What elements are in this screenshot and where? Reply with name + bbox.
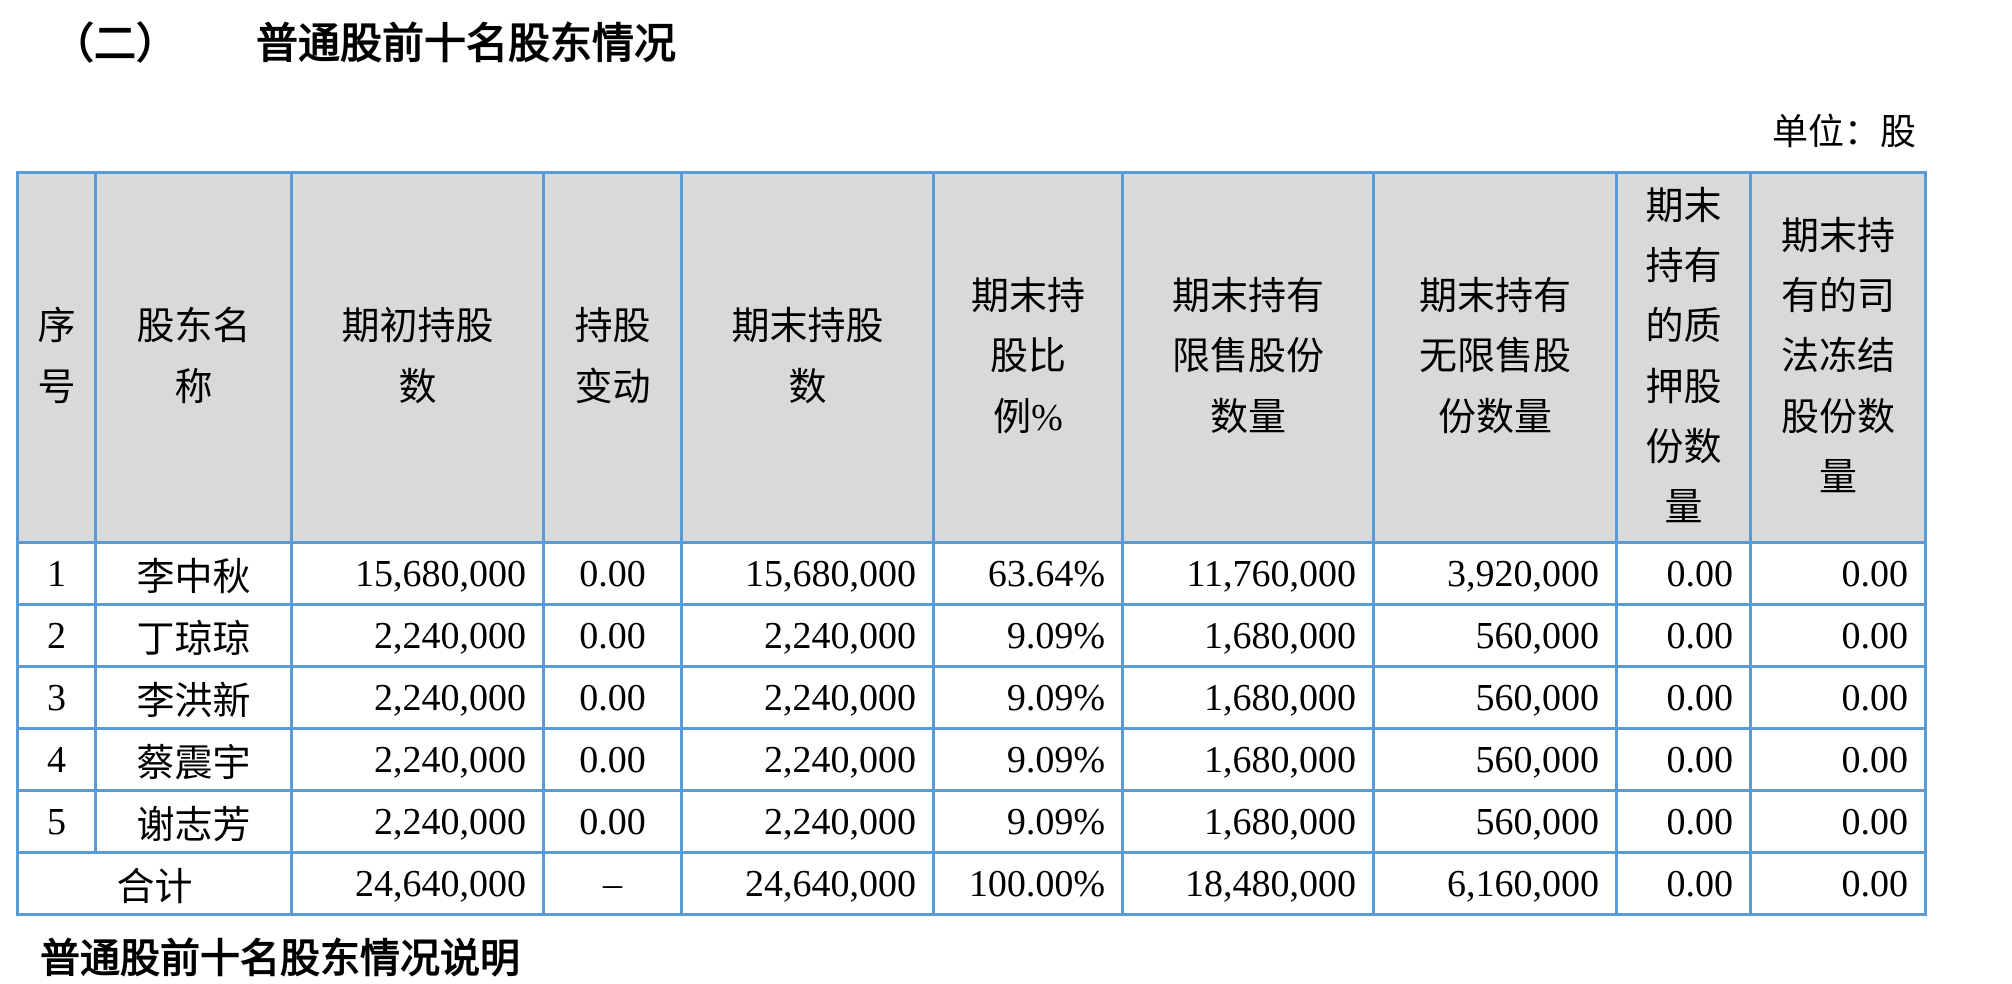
cell-change: 0.00 — [542, 665, 683, 730]
cell-change: 0.00 — [542, 541, 683, 606]
cell-pct: 9.09% — [932, 789, 1124, 854]
cell-unrestricted: 560,000 — [1372, 603, 1618, 668]
cell-unrestricted: 560,000 — [1372, 665, 1618, 730]
table-row: 4 蔡震宇 2,240,000 0.00 2,240,000 9.09% 1,680,000… — [16, 727, 1927, 792]
cell-total-label: 合计 — [16, 851, 293, 916]
column-header: 期末 持有 的质 押股 份数 量 — [1615, 171, 1752, 544]
column-header: 期末持股 数 — [680, 171, 935, 544]
cell-end: 2,240,000 — [680, 727, 935, 792]
total-cell-begin: 24,640,000 — [290, 851, 545, 916]
cell-no: 2 — [16, 603, 97, 668]
cell-unrestricted: 560,000 — [1372, 789, 1618, 854]
cell-no: 3 — [16, 665, 97, 730]
cell-frozen: 0.00 — [1749, 603, 1927, 668]
cell-begin: 15,680,000 — [290, 541, 545, 606]
column-header: 持股 变动 — [542, 171, 683, 544]
page-title: 普通股前十名股东情况 — [256, 22, 677, 68]
cell-pledged: 0.00 — [1615, 541, 1752, 606]
cell-no: 4 — [16, 727, 97, 792]
column-header: 期末持 股比 例% — [932, 171, 1124, 544]
cell-restricted: 1,680,000 — [1121, 789, 1375, 854]
cell-name: 蔡震宇 — [94, 727, 293, 792]
total-cell-end: 24,640,000 — [680, 851, 935, 916]
cell-frozen: 0.00 — [1749, 727, 1927, 792]
cell-name: 李中秋 — [94, 541, 293, 606]
cell-frozen: 0.00 — [1749, 665, 1927, 730]
cell-pct: 9.09% — [932, 727, 1124, 792]
table-header-row: 序 号股东名 称期初持股 数持股 变动 期末持股 数期末持 股比 例% 期末持有 限… — [16, 171, 1927, 544]
cell-pct: 9.09% — [932, 665, 1124, 730]
cell-end: 2,240,000 — [680, 789, 935, 854]
cell-pledged: 0.00 — [1615, 665, 1752, 730]
column-header: 股东名 称 — [94, 171, 293, 544]
total-cell-unrestricted: 6,160,000 — [1372, 851, 1618, 916]
cell-frozen: 0.00 — [1749, 789, 1927, 854]
cell-no: 5 — [16, 789, 97, 854]
cell-end: 2,240,000 — [680, 665, 935, 730]
cell-pct: 9.09% — [932, 603, 1124, 668]
column-header: 期末持有 无限售股 份数量 — [1372, 171, 1618, 544]
total-cell-frozen: 0.00 — [1749, 851, 1927, 916]
cell-begin: 2,240,000 — [290, 603, 545, 668]
total-cell-restricted: 18,480,000 — [1121, 851, 1375, 916]
cell-restricted: 11,760,000 — [1121, 541, 1375, 606]
cell-unrestricted: 3,920,000 — [1372, 541, 1618, 606]
total-cell-pct: 100.00% — [932, 851, 1124, 916]
cell-begin: 2,240,000 — [290, 789, 545, 854]
cell-name: 丁琼琼 — [94, 603, 293, 668]
column-header: 期末持有 限售股份 数量 — [1121, 171, 1375, 544]
shareholders-table: 序 号股东名 称期初持股 数持股 变动 期末持股 数期末持 股比 例% 期末持有 限… — [16, 171, 1927, 916]
footer-note: 普通股前十名股东情况说明 — [40, 936, 520, 981]
total-cell-change: – — [542, 851, 683, 916]
cell-no: 1 — [16, 541, 97, 606]
cell-pledged: 0.00 — [1615, 727, 1752, 792]
unit-label: 单位：股 — [1771, 112, 1916, 152]
cell-name: 李洪新 — [94, 665, 293, 730]
cell-unrestricted: 560,000 — [1372, 727, 1618, 792]
cell-change: 0.00 — [542, 727, 683, 792]
table-row: 2 丁琼琼 2,240,000 0.00 2,240,000 9.09% 1,680,000… — [16, 603, 1927, 668]
cell-pct: 63.64% — [932, 541, 1124, 606]
cell-change: 0.00 — [542, 603, 683, 668]
section-heading: （二） 普通股前十名股东情况 — [52, 10, 2012, 71]
table-row: 3 李洪新 2,240,000 0.00 2,240,000 9.09% 1,680,000… — [16, 665, 1927, 730]
cell-end: 15,680,000 — [680, 541, 935, 606]
cell-pledged: 0.00 — [1615, 789, 1752, 854]
cell-restricted: 1,680,000 — [1121, 665, 1375, 730]
total-row: 合计 24,640,000–24,640,000 100.00% 18,480,000… — [16, 851, 1927, 916]
cell-pledged: 0.00 — [1615, 603, 1752, 668]
cell-restricted: 1,680,000 — [1121, 727, 1375, 792]
cell-begin: 2,240,000 — [290, 727, 545, 792]
cell-begin: 2,240,000 — [290, 665, 545, 730]
table-row: 1 李中秋 15,680,000 0.00 15,680,000 63.64% 11,760… — [16, 541, 1927, 606]
cell-restricted: 1,680,000 — [1121, 603, 1375, 668]
column-header: 期初持股 数 — [290, 171, 545, 544]
column-header: 序 号 — [16, 171, 97, 544]
total-cell-pledged: 0.00 — [1615, 851, 1752, 916]
column-header: 期末持 有的司 法冻结 股份数 量 — [1749, 171, 1927, 544]
cell-end: 2,240,000 — [680, 603, 935, 668]
cell-name: 谢志芳 — [94, 789, 293, 854]
cell-change: 0.00 — [542, 789, 683, 854]
section-number: （二） — [52, 22, 179, 68]
table-row: 5 谢志芳 2,240,000 0.00 2,240,000 9.09% 1,680,000… — [16, 789, 1927, 854]
cell-frozen: 0.00 — [1749, 541, 1927, 606]
